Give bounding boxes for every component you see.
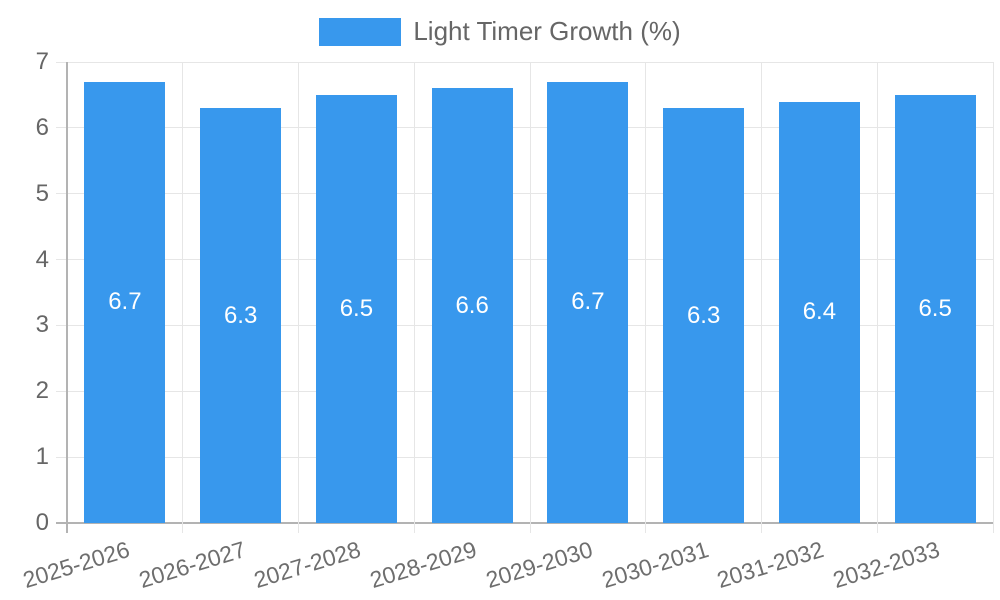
bar-value-label: 6.3	[223, 301, 258, 329]
y-gridline	[56, 456, 993, 458]
y-tick-label: 7	[35, 48, 49, 75]
bar-2028-2029[interactable]: 6.6	[431, 88, 513, 523]
y-gridline	[56, 522, 993, 524]
y-tick-label: 1	[35, 443, 49, 471]
bar-value-label: 6.3	[686, 301, 721, 329]
y-tick-label: 0	[35, 509, 49, 536]
y-tick-label: 4	[35, 245, 49, 273]
x-gridline	[992, 62, 994, 533]
bar-2026-2027[interactable]: 6.3	[200, 108, 282, 523]
bar-value-label: 6.4	[802, 298, 837, 326]
bar-value-label: 6.6	[455, 291, 489, 319]
bar-value-label: 6.7	[108, 288, 142, 316]
y-tick-label: 3	[35, 311, 49, 339]
y-tick-label: 6	[35, 113, 49, 141]
x-tick-label: 2031-2032	[714, 536, 827, 594]
x-tick-label: 2025-2026	[19, 536, 133, 594]
x-gridline	[761, 62, 762, 533]
y-gridline	[56, 61, 993, 63]
y-gridline	[56, 390, 993, 392]
bar-2030-2031[interactable]: 6.3	[663, 108, 745, 523]
y-tick-label: 5	[35, 179, 49, 207]
bar-2027-2028[interactable]: 6.5	[315, 94, 397, 523]
x-tick-label: 2026-2027	[135, 536, 249, 594]
bar-2029-2030[interactable]: 6.7	[547, 81, 629, 523]
x-tick-label: 2027-2028	[251, 536, 364, 594]
x-gridline	[529, 62, 531, 533]
x-gridline	[876, 62, 878, 533]
bar-value-label: 6.5	[339, 294, 374, 322]
legend-label[interactable]: Light Timer Growth (%)	[413, 16, 681, 46]
bar-2032-2033[interactable]: 6.5	[894, 94, 976, 523]
x-gridline	[645, 62, 647, 533]
x-gridline	[413, 62, 415, 533]
bar-2031-2032[interactable]: 6.4	[778, 101, 860, 523]
y-gridline	[56, 193, 993, 195]
x-gridline	[298, 62, 299, 533]
y-tick-label: 2	[35, 377, 49, 405]
bar-value-label: 6.5	[918, 294, 952, 322]
x-tick-label: 2032-2033	[829, 536, 943, 594]
x-gridline	[182, 62, 184, 533]
chart-legend[interactable]: Light Timer Growth (%)	[0, 16, 1000, 47]
bar-2025-2026[interactable]: 6.7	[84, 81, 166, 523]
y-gridline	[56, 324, 993, 326]
x-tick-label: 2030-2031	[598, 536, 712, 594]
x-gridline	[66, 62, 68, 533]
bar-value-label: 6.7	[571, 288, 605, 316]
y-gridline	[56, 259, 993, 261]
y-gridline	[56, 127, 993, 129]
x-tick-label: 2029-2030	[482, 536, 596, 594]
x-tick-label: 2028-2029	[366, 536, 480, 594]
legend-swatch-icon[interactable]	[319, 17, 402, 46]
